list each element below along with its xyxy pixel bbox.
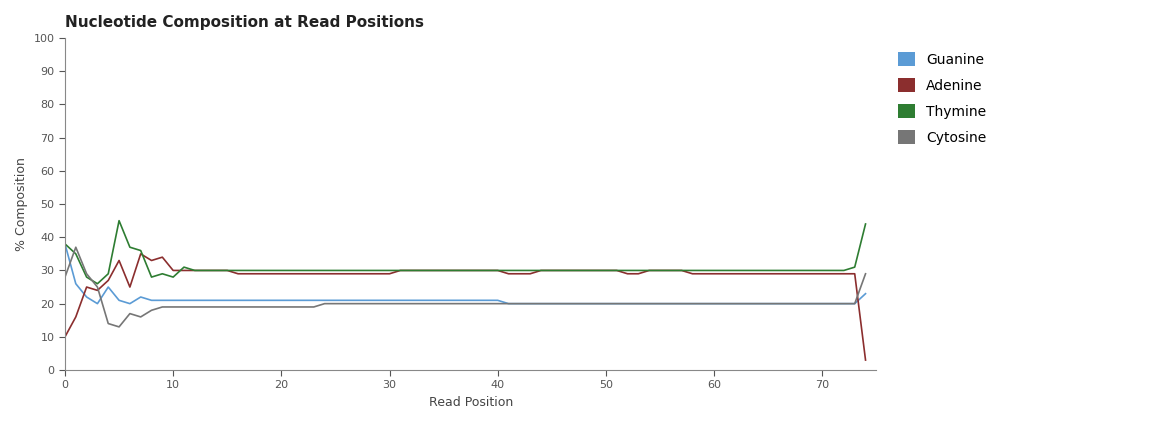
Legend: Guanine, Adenine, Thymine, Cytosine: Guanine, Adenine, Thymine, Cytosine bbox=[891, 45, 993, 151]
Y-axis label: % Composition: % Composition bbox=[15, 157, 28, 251]
X-axis label: Read Position: Read Position bbox=[428, 396, 513, 409]
Text: Nucleotide Composition at Read Positions: Nucleotide Composition at Read Positions bbox=[65, 15, 423, 30]
